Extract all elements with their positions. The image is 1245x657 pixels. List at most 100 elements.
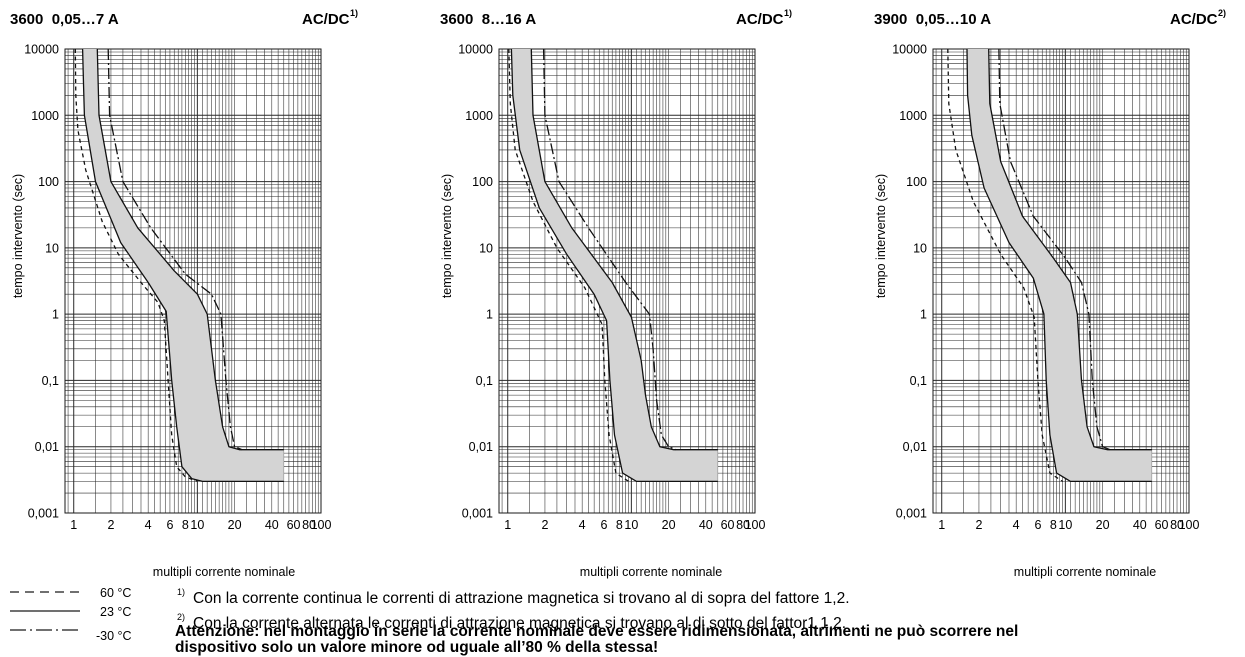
curve-dashdot xyxy=(542,48,677,451)
footnote-2: Con la corrente alternata le correnti di… xyxy=(193,615,846,632)
x-tick-label: 2 xyxy=(975,518,982,532)
x-tick-label: 4 xyxy=(579,518,586,532)
y-tick-label: 0,1 xyxy=(476,374,493,388)
x-tick-label: 6 xyxy=(600,518,607,532)
x-tick-label: 1 xyxy=(504,518,511,532)
chart-title-note: 1) xyxy=(350,8,358,18)
curve-dashed xyxy=(74,48,198,483)
y-tick-label: 10 xyxy=(479,241,493,255)
y-tick-label: 0,001 xyxy=(462,507,493,521)
x-tick-label: 4 xyxy=(1013,518,1020,532)
curve-solid xyxy=(81,48,284,483)
y-tick-label: 0,1 xyxy=(910,374,927,388)
x-tick-label: 20 xyxy=(1096,518,1110,532)
y-tick-labels: 0,001 0,01 0,1 1 10 100 1000 10000 xyxy=(892,43,927,521)
plot-frame xyxy=(64,48,322,514)
x-tick-label: 100 xyxy=(745,518,766,532)
x-tick-label: 6 xyxy=(166,518,173,532)
y-tick-label: 1 xyxy=(52,308,59,322)
x-tick-label: 60 xyxy=(721,518,735,532)
warning-line-2: dispositivo solo un valore minore od ugu… xyxy=(175,639,658,656)
legend-label: -30 °C xyxy=(96,629,132,643)
x-tick-label: 60 xyxy=(287,518,301,532)
curve-solid xyxy=(988,48,1152,451)
y-tick-label: 100 xyxy=(472,175,493,189)
chart-title-note: 2) xyxy=(1218,8,1226,18)
x-tick-label: 80 xyxy=(1170,518,1184,532)
band-area xyxy=(82,49,284,482)
x-tick-label: 40 xyxy=(1133,518,1147,532)
y-tick-label: 1000 xyxy=(899,109,927,123)
y-tick-label: 10 xyxy=(45,241,59,255)
x-tick-label: 8 xyxy=(616,518,623,532)
curve-dashdot xyxy=(107,48,243,451)
x-tick-label: 80 xyxy=(302,518,316,532)
chart-3900-0-05-10a: 3900 0,05…10 A AC/DC 2) tempo intervento… xyxy=(874,8,1226,579)
legend-item-minus30c: -30 °C xyxy=(10,629,132,643)
curve-solid xyxy=(96,48,284,451)
x-tick-label: 80 xyxy=(736,518,750,532)
y-axis-label: tempo intervento (sec) xyxy=(11,174,25,298)
y-tick-label: 100 xyxy=(38,175,59,189)
legend-label: 23 °C xyxy=(100,605,131,619)
chart-title: 3900 0,05…10 A xyxy=(874,11,991,28)
legend-item-60c: 60 °C xyxy=(10,586,131,600)
x-tick-label: 10 xyxy=(624,518,638,532)
footnotes: 1) Con la corrente continua le correnti … xyxy=(177,587,850,632)
chart-3600-8-16a: 3600 8…16 A AC/DC 1) tempo intervento (s… xyxy=(440,8,792,579)
x-tick-label: 1 xyxy=(70,518,77,532)
curves xyxy=(508,48,718,483)
y-axis-label: tempo intervento (sec) xyxy=(440,174,454,298)
y-tick-label: 100 xyxy=(906,175,927,189)
warning-line-1: Attenzione: nel montaggio in serie la co… xyxy=(175,623,1018,640)
y-tick-label: 0,001 xyxy=(896,507,927,521)
chart-3600-0-05-7a: 3600 0,05…7 A AC/DC 1) tempo intervento … xyxy=(10,8,358,579)
x-tick-label: 60 xyxy=(1155,518,1169,532)
legend: 60 °C 23 °C -30 °C xyxy=(10,586,132,643)
chart-title: 3600 8…16 A xyxy=(440,11,536,28)
y-tick-labels: 0,001 0,01 0,1 1 10 100 1000 10000 xyxy=(24,43,59,521)
footnote-mark: 2) xyxy=(177,612,185,622)
x-tick-label: 2 xyxy=(541,518,548,532)
chart-title-right: AC/DC xyxy=(736,11,784,28)
x-tick-label: 4 xyxy=(145,518,152,532)
tolerance-band xyxy=(967,49,1152,482)
chart-title-note: 1) xyxy=(784,8,792,18)
x-tick-label: 40 xyxy=(699,518,713,532)
curve-solid xyxy=(530,48,718,451)
curve-dashdot xyxy=(998,48,1111,451)
chart-title-right: AC/DC xyxy=(1170,11,1218,28)
x-tick-label: 8 xyxy=(182,518,189,532)
curve-solid xyxy=(966,48,1152,483)
y-tick-label: 1000 xyxy=(31,109,59,123)
y-tick-label: 0,1 xyxy=(42,374,59,388)
y-tick-label: 0,01 xyxy=(469,440,493,454)
x-tick-label: 10 xyxy=(1058,518,1072,532)
y-tick-label: 10000 xyxy=(892,43,927,57)
curves xyxy=(74,48,284,483)
chart-title: 3600 0,05…7 A xyxy=(10,11,119,28)
x-tick-label: 100 xyxy=(1179,518,1200,532)
x-axis-label: multipli corrente nominale xyxy=(1014,565,1156,579)
x-tick-label: 20 xyxy=(228,518,242,532)
x-tick-label: 8 xyxy=(1050,518,1057,532)
y-tick-label: 1000 xyxy=(465,109,493,123)
x-tick-label: 100 xyxy=(311,518,332,532)
x-axis-label: multipli corrente nominale xyxy=(580,565,722,579)
y-tick-label: 1 xyxy=(486,308,493,322)
warning: Attenzione: nel montaggio in serie la co… xyxy=(175,623,1018,656)
x-tick-label: 1 xyxy=(938,518,945,532)
x-tick-label: 20 xyxy=(662,518,676,532)
plot-frame xyxy=(498,48,756,514)
y-tick-label: 0,001 xyxy=(28,507,59,521)
x-tick-label: 2 xyxy=(107,518,114,532)
y-tick-label: 1 xyxy=(920,308,927,322)
y-tick-label: 10000 xyxy=(24,43,59,57)
y-tick-label: 0,01 xyxy=(903,440,927,454)
x-tick-label: 40 xyxy=(265,518,279,532)
tolerance-band xyxy=(82,49,284,482)
